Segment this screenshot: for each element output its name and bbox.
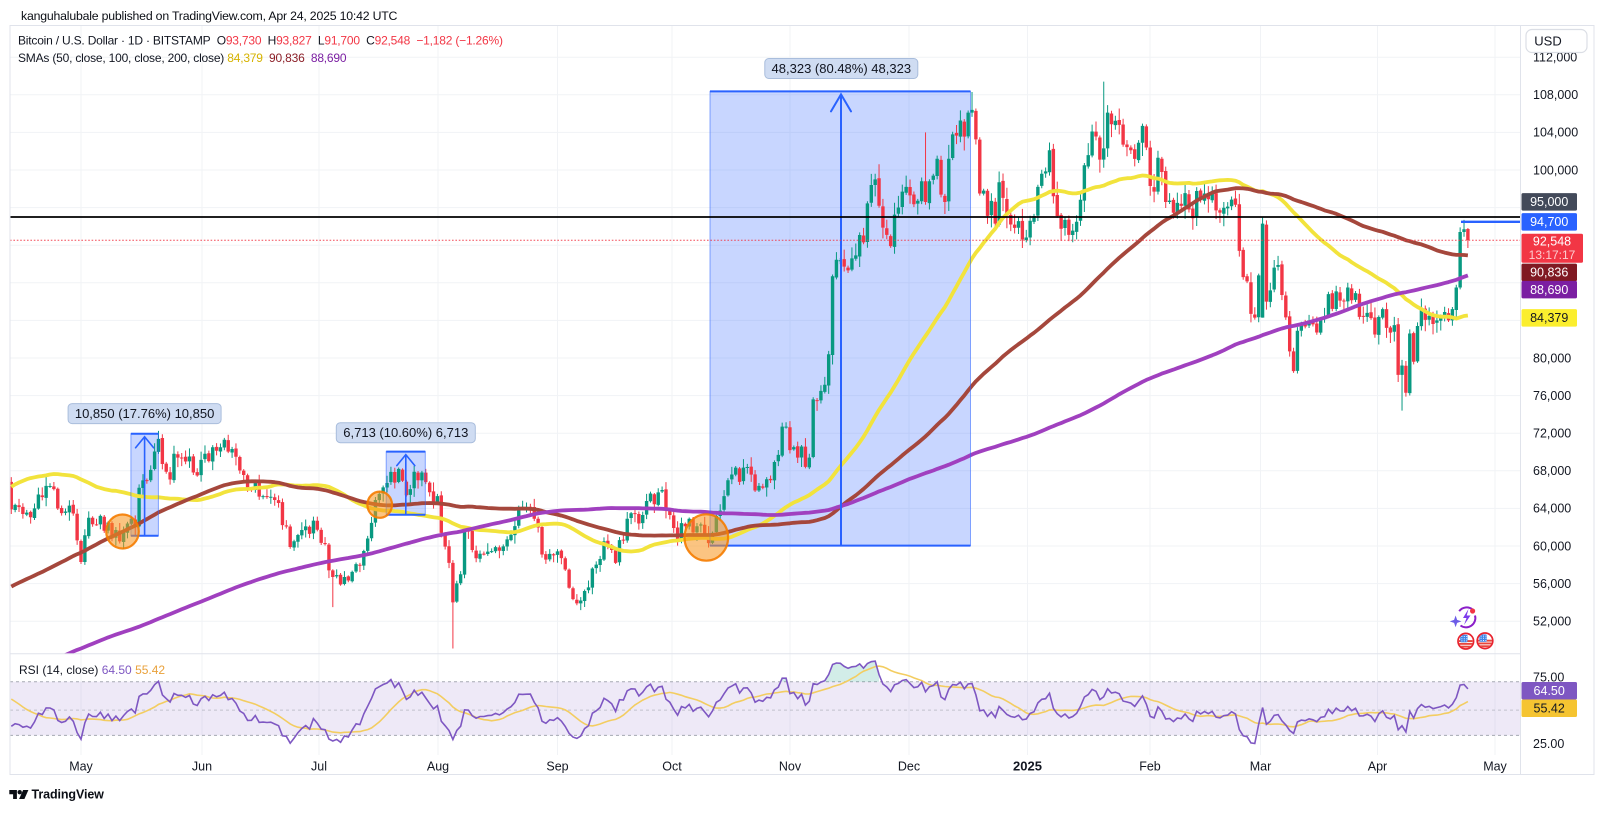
svg-text:Mar: Mar [1250,760,1272,774]
svg-text:104,000: 104,000 [1533,126,1578,140]
svg-text:kanguhalubale published on Tra: kanguhalubale published on TradingView.c… [21,9,398,23]
svg-text:92,548: 92,548 [1533,235,1571,249]
svg-text:Oct: Oct [662,760,682,774]
svg-text:Nov: Nov [779,760,802,774]
svg-text:TradingView: TradingView [32,788,105,802]
svg-text:75.00: 75.00 [1533,671,1564,685]
svg-text:100,000: 100,000 [1533,163,1578,177]
svg-text:Sep: Sep [546,760,568,774]
svg-text:Bitcoin / U.S. Dollar · 1D · B: Bitcoin / U.S. Dollar · 1D · BITSTAMP O9… [18,34,503,48]
svg-text:64.50: 64.50 [1534,684,1565,698]
svg-text:May: May [69,760,93,774]
svg-text:108,000: 108,000 [1533,88,1578,102]
svg-text:May: May [1483,760,1507,774]
svg-text:2025: 2025 [1013,759,1042,774]
svg-text:6,713 (10.60%) 6,713: 6,713 (10.60%) 6,713 [343,425,468,440]
svg-text:Aug: Aug [427,760,449,774]
svg-text:56,000: 56,000 [1533,577,1571,591]
svg-text:Feb: Feb [1139,760,1161,774]
svg-text:76,000: 76,000 [1533,389,1571,403]
svg-text:25.00: 25.00 [1533,737,1564,751]
svg-text:Jun: Jun [192,760,212,774]
svg-text:68,000: 68,000 [1533,464,1571,478]
svg-text:SMAs (50, close, 100, close, 2: SMAs (50, close, 100, close, 200, close)… [18,51,347,65]
svg-text:Apr: Apr [1368,760,1387,774]
svg-text:94,700: 94,700 [1530,215,1568,229]
svg-text:88,690: 88,690 [1530,283,1568,297]
svg-text:52,000: 52,000 [1533,615,1571,629]
svg-text:72,000: 72,000 [1533,427,1571,441]
svg-text:80,000: 80,000 [1533,351,1571,365]
svg-text:84,379: 84,379 [1530,311,1568,325]
svg-text:Dec: Dec [898,760,920,774]
svg-text:10,850 (17.76%) 10,850: 10,850 (17.76%) 10,850 [75,406,215,421]
svg-text:90,836: 90,836 [1530,266,1568,280]
svg-text:112,000: 112,000 [1533,51,1577,65]
svg-text:RSI (14, close) 64.50 55.42: RSI (14, close) 64.50 55.42 [19,663,165,677]
svg-text:60,000: 60,000 [1533,539,1571,553]
svg-text:13:17:17: 13:17:17 [1529,248,1576,262]
svg-text:64,000: 64,000 [1533,502,1571,516]
svg-text:USD: USD [1534,34,1561,49]
svg-text:95,000: 95,000 [1530,195,1568,209]
svg-text:48,323 (80.48%) 48,323: 48,323 (80.48%) 48,323 [772,61,912,76]
svg-text:Jul: Jul [311,760,327,774]
svg-text:55.42: 55.42 [1534,702,1565,716]
